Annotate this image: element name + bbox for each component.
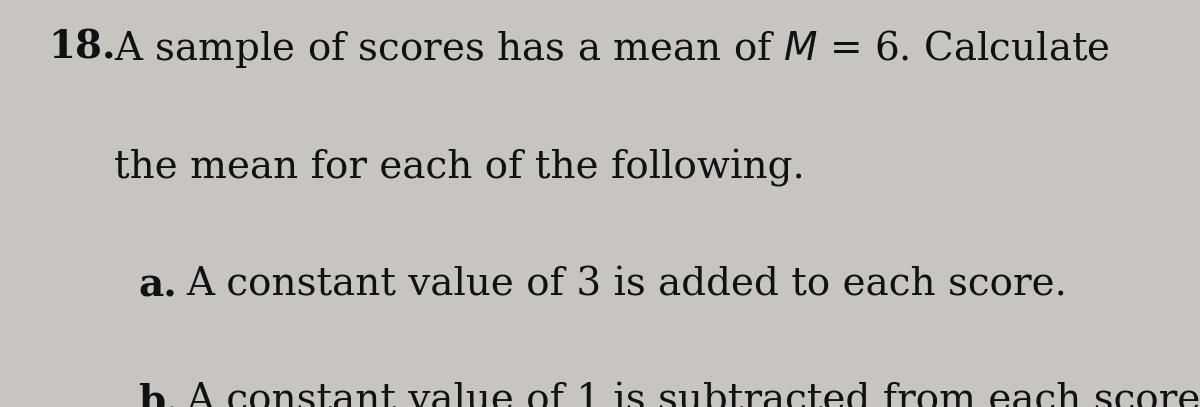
Text: A sample of scores has a mean of $M$ = 6. Calculate: A sample of scores has a mean of $M$ = 6…	[114, 28, 1110, 70]
Text: A constant value of 3 is added to each score.: A constant value of 3 is added to each s…	[186, 267, 1067, 304]
Text: the mean for each of the following.: the mean for each of the following.	[114, 149, 805, 186]
Text: A constant value of 1 is subtracted from each score.: A constant value of 1 is subtracted from…	[186, 383, 1200, 407]
Text: 18.: 18.	[48, 28, 115, 66]
Text: a.: a.	[138, 267, 176, 304]
Text: b.: b.	[138, 383, 179, 407]
